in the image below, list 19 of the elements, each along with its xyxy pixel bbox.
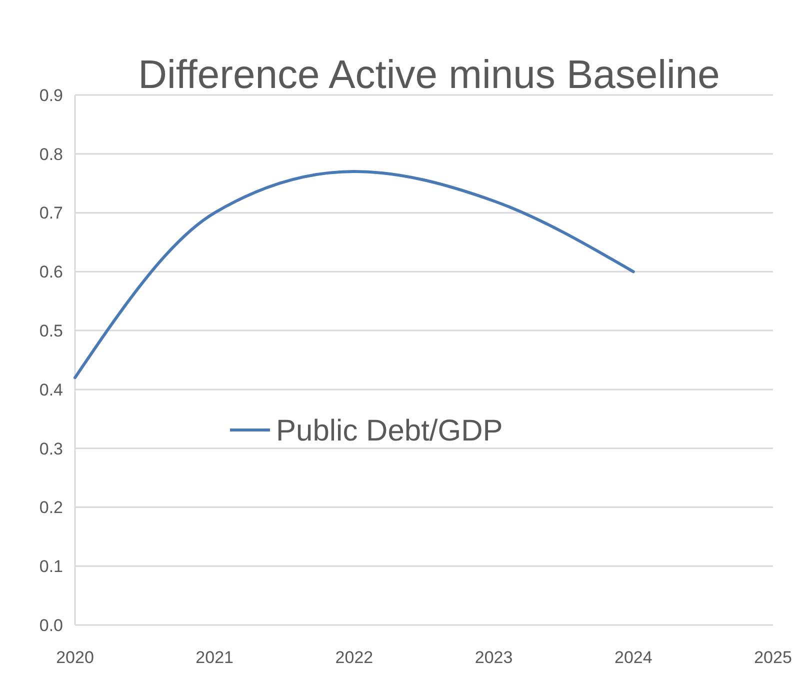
y-tick-label: 0.1 — [39, 557, 63, 576]
x-tick-label: 2020 — [56, 648, 94, 667]
y-tick-label: 0.8 — [39, 144, 63, 164]
x-tick-label: 2025 — [754, 648, 792, 667]
x-tick-label: 2022 — [335, 648, 374, 667]
y-tick-label: 0.6 — [39, 262, 63, 282]
y-tick-label: 0.5 — [39, 322, 63, 341]
x-tick-label: 2023 — [474, 648, 513, 667]
y-tick-label: 0.9 — [39, 86, 63, 105]
y-tick-label: 0.0 — [39, 616, 63, 635]
legend-label: Public Debt/GDP — [276, 414, 503, 448]
x-tick-label: 2021 — [196, 648, 234, 667]
y-tick-label: 0.7 — [39, 204, 63, 223]
x-tick-label: 2024 — [614, 648, 652, 667]
chart-title: Difference Active minus Baseline — [138, 53, 720, 97]
y-tick-label: 0.2 — [39, 498, 63, 518]
line-series — [74, 170, 635, 380]
y-tick-label: 0.4 — [39, 380, 63, 400]
y-tick-label: 0.3 — [39, 439, 63, 458]
